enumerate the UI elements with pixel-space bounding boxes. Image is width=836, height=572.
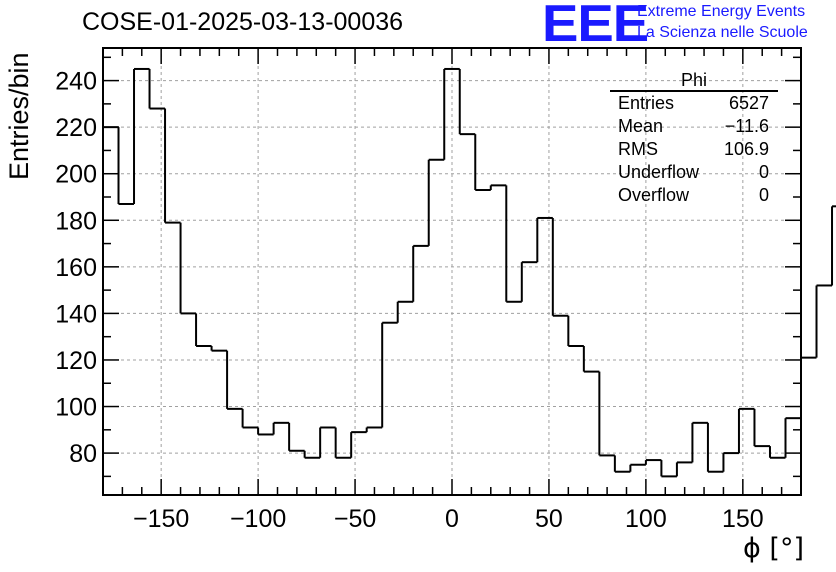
y-axis-label: Entries/bin: [4, 52, 34, 180]
x-tick-label: 100: [625, 505, 667, 533]
x-axis-label: ϕ [°]: [743, 533, 804, 564]
logo-line-1: Extreme Energy Events: [637, 3, 806, 20]
x-tick-label: −50: [334, 505, 376, 533]
stats-label: RMS: [618, 139, 658, 159]
y-tick-label: 220: [55, 114, 97, 142]
x-tick-label: −100: [230, 505, 286, 533]
stats-label: Entries: [618, 93, 675, 113]
stats-title: Phi: [610, 70, 778, 92]
stats-value: 0: [758, 162, 769, 182]
y-tick-label: 120: [55, 347, 97, 375]
stats-value: 106.9: [723, 139, 769, 159]
logo-line-2: La Scienza nelle Scuole: [637, 24, 808, 41]
stats-row-mean: Mean −11.6: [610, 115, 778, 138]
stats-row-overflow: Overflow 0: [610, 184, 778, 207]
grid: [103, 48, 801, 495]
axes: [102, 47, 802, 496]
y-tick-label: 240: [55, 68, 97, 96]
y-tick-label: 200: [55, 161, 97, 189]
y-tick-label: 180: [55, 207, 97, 235]
stats-value: −11.6: [724, 116, 769, 136]
y-tick-label: 140: [55, 300, 97, 328]
stats-label: Overflow: [618, 185, 690, 205]
x-tick-label: 50: [535, 505, 563, 533]
y-tick-label: 100: [55, 394, 97, 422]
y-tick-label: 160: [55, 254, 97, 282]
stats-value: 0: [758, 185, 769, 205]
tick-labels: −150 −100 −50 0 50 100 150 80 100 120 140 160 180 200…: [55, 68, 763, 533]
stats-value: 6527: [728, 93, 769, 113]
stats-row-rms: RMS 106.9: [610, 138, 778, 161]
x-tick-label: 0: [445, 505, 459, 533]
stats-row-entries: Entries 6527: [610, 92, 778, 115]
chart-title: COSE-01-2025-03-13-00036: [82, 8, 404, 36]
stats-row-underflow: Underflow 0: [610, 161, 778, 184]
x-tick-label: −150: [133, 505, 189, 533]
x-tick-label: 150: [722, 505, 764, 533]
y-tick-label: 80: [69, 440, 97, 468]
eee-logo: EEE: [542, 0, 649, 53]
stats-label: Underflow: [618, 162, 700, 182]
stats-box: Phi Entries 6527 Mean −11.6 RMS 106.9 Un…: [610, 70, 778, 207]
stats-label: Mean: [618, 116, 664, 136]
